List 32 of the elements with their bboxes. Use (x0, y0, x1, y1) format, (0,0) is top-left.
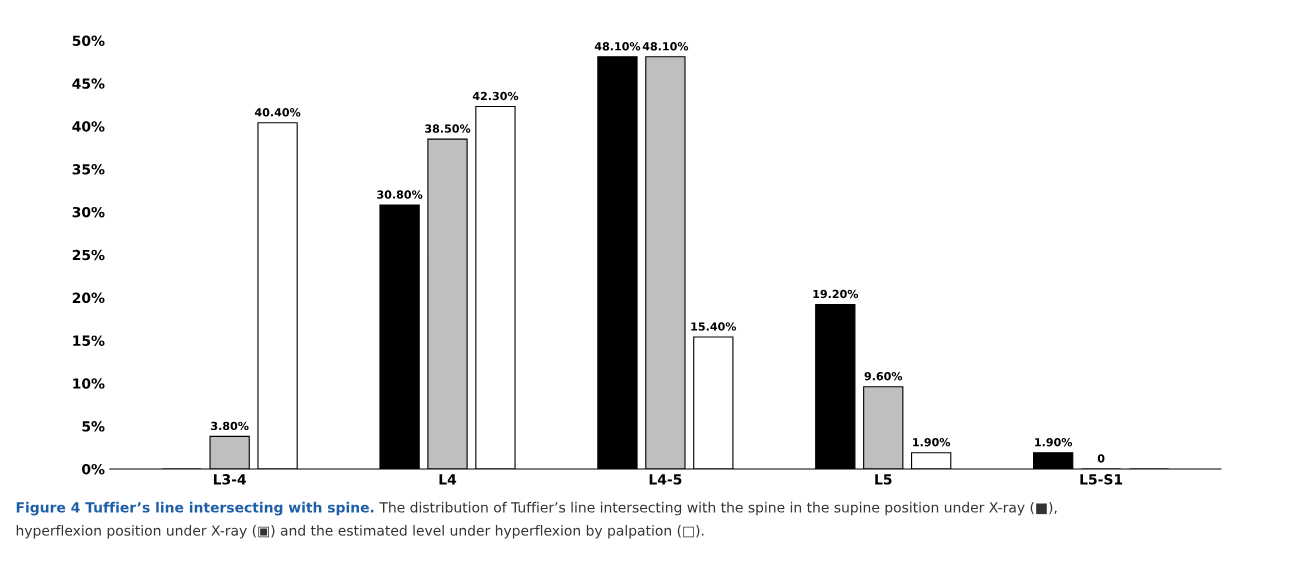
y-tick-label: 25% (72, 249, 105, 261)
y-tick-label: 10% (73, 378, 105, 389)
data-label: 19.20% (813, 289, 859, 299)
text: The distribution of Tuffier’s line intersecting with the spine in the supine position under X-ray (■), (379, 501, 1057, 516)
y-tick-label: 15% (73, 335, 105, 346)
data-label: 48.10% (594, 42, 641, 51)
data-label: 30.80% (377, 190, 423, 199)
y-tick-label: 0% (82, 463, 105, 475)
y-tick-label: 35% (72, 164, 105, 175)
data-label: 38.50% (425, 124, 471, 133)
data-label: 40.40% (254, 108, 301, 117)
data-label: 1.90% (913, 437, 951, 447)
y-tick-label: 45% (72, 78, 105, 89)
y-tick-label: 20% (72, 292, 105, 304)
caption: Figure 4 Tuffier’s line intersecting with spine. (16, 501, 374, 516)
y-tick-label: 50% (72, 35, 105, 46)
x-tick-label: L5-S1 (1080, 474, 1123, 485)
x-tick-label: L5 (875, 474, 892, 485)
data-label: 0 (1097, 454, 1105, 463)
x-tick-label: L4-5 (649, 474, 682, 485)
data-label: 15.40% (691, 322, 737, 331)
y-tick-label: 5% (82, 421, 105, 432)
data-label: 42.30% (472, 91, 519, 101)
data-label: 3.80% (211, 421, 249, 431)
y-tick-label: 30% (72, 206, 105, 218)
data-label: 1.90% (1035, 437, 1073, 447)
data-label: 48.10% (642, 42, 689, 51)
x-tick-label: L3-4 (213, 474, 246, 485)
text: hyperflexion position under X-ray (▣) and the estimated level under hyperflexion by palpation (□). (16, 525, 704, 539)
x-tick-label: L4 (439, 474, 457, 485)
data-label: 9.60% (864, 372, 903, 381)
y-tick-label: 40% (72, 121, 105, 132)
